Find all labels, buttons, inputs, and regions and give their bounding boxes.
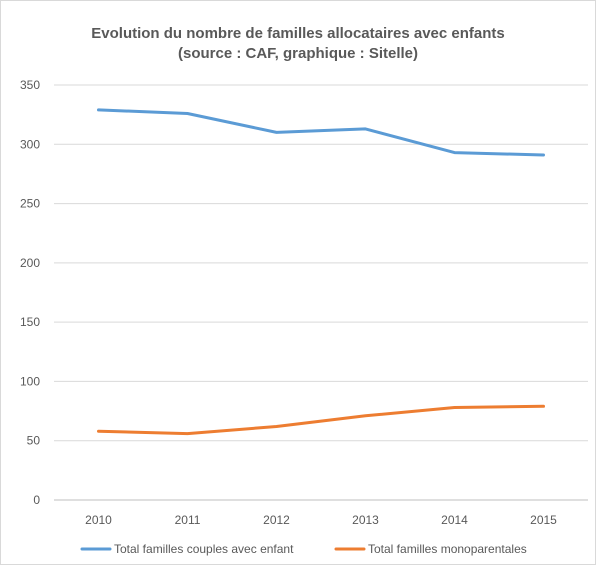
y-tick-label: 250 bbox=[20, 197, 40, 211]
legend-label: Total familles couples avec enfant bbox=[114, 542, 294, 556]
y-tick-label: 0 bbox=[33, 493, 40, 507]
legend: Total familles couples avec enfant Total … bbox=[80, 542, 527, 556]
x-tick-label: 2011 bbox=[175, 513, 201, 527]
y-axis-tick-labels: 0 50 100 150 200 250 300 350 bbox=[20, 78, 40, 507]
gridlines bbox=[54, 84, 588, 501]
y-tick-label: 300 bbox=[20, 137, 40, 151]
y-tick-label: 100 bbox=[20, 374, 40, 388]
series-line-1 bbox=[97, 108, 545, 157]
series-line-2 bbox=[97, 404, 545, 436]
legend-label: Total familles monoparentales bbox=[368, 542, 527, 556]
y-tick-label: 150 bbox=[20, 315, 40, 329]
x-tick-label: 2010 bbox=[85, 513, 112, 527]
y-tick-label: 50 bbox=[27, 434, 41, 448]
x-tick-label: 2014 bbox=[441, 513, 468, 527]
x-axis-tick-labels: 2010 2011 2012 2013 2014 2015 bbox=[85, 513, 557, 527]
chart-title: Evolution du nombre de familles allocata… bbox=[91, 25, 505, 42]
x-tick-label: 2015 bbox=[530, 513, 557, 527]
y-tick-label: 200 bbox=[20, 256, 40, 270]
chart-subtitle: (source : CAF, graphique : Sitelle) bbox=[177, 45, 419, 62]
x-tick-label: 2013 bbox=[352, 513, 379, 527]
series-lines bbox=[97, 108, 545, 436]
x-tick-label: 2012 bbox=[263, 513, 290, 527]
y-tick-label: 350 bbox=[20, 78, 40, 92]
chart-title-block: Evolution du nombre de familles allocata… bbox=[0, 24, 596, 64]
